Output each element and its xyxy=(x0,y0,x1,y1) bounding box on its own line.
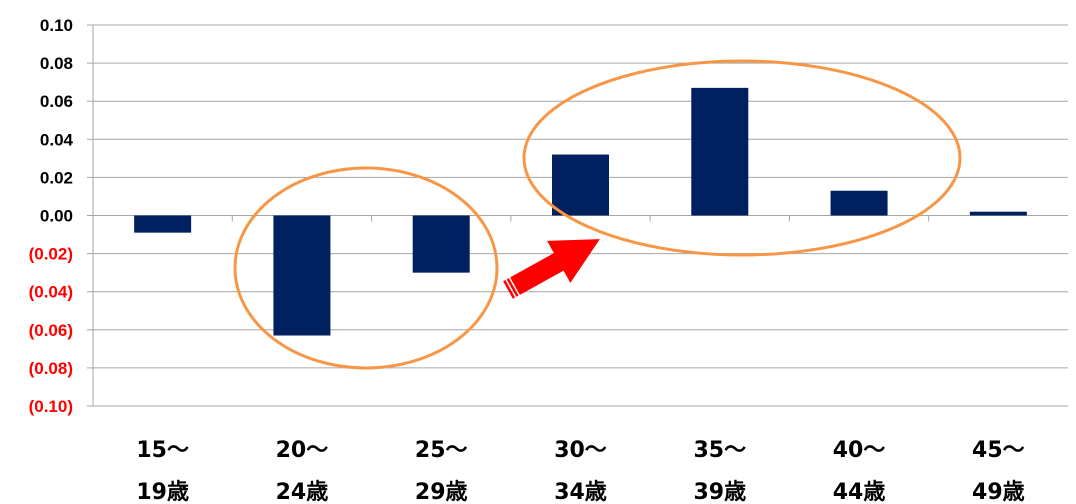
bar xyxy=(969,211,1027,216)
bar xyxy=(273,215,331,336)
x-axis-category-labels: 15～ 19歳 20～ 24歳 25～ 29歳 30～ 34歳 35～ 39歳 40～ 44歳 45～ 4… xyxy=(136,438,1024,504)
highlight-ellipse-right xyxy=(522,59,962,257)
x-category-label: 20～ 24歳 xyxy=(276,438,329,504)
x-category-label: 45～ 49歳 xyxy=(972,438,1025,504)
x-category-label: 30～ 34歳 xyxy=(554,438,607,504)
y-tick-label: 0.04 xyxy=(40,130,74,149)
y-tick-label: (0.02) xyxy=(29,245,73,264)
y-tick-label: (0.10) xyxy=(29,397,73,416)
y-tick-label: 0.06 xyxy=(40,92,73,111)
bars xyxy=(134,87,1027,336)
x-category-label: 35～ 39歳 xyxy=(693,438,746,504)
x-category-label: 25～ 29歳 xyxy=(415,438,468,504)
bar xyxy=(552,154,609,216)
bar xyxy=(691,87,749,216)
arrow-body xyxy=(510,239,600,295)
x-category-label: 15～ 19歳 xyxy=(136,438,189,504)
y-tick-label: (0.08) xyxy=(29,359,73,378)
x-category-label: 40～ 44歳 xyxy=(833,438,886,504)
bar xyxy=(134,215,192,233)
y-axis-tick-labels: 0.10 0.08 0.06 0.04 0.02 0.00 (0.02) (0.04) (0.0… xyxy=(29,16,74,416)
highlight-ellipse-left xyxy=(233,166,499,370)
y-tick-label: (0.04) xyxy=(29,283,73,302)
y-tick-label: (0.06) xyxy=(29,321,73,340)
y-tick-label: 0.00 xyxy=(40,207,73,226)
y-tick-label: 0.10 xyxy=(40,16,73,35)
y-tick-label: 0.02 xyxy=(40,168,73,187)
bar xyxy=(830,190,888,216)
bar xyxy=(412,215,470,273)
annotations xyxy=(233,59,962,370)
arrow-tail-stripe xyxy=(506,278,519,297)
y-tick-label: 0.08 xyxy=(40,54,73,73)
arrow-icon xyxy=(503,239,600,299)
arrow-tail-stripe xyxy=(503,280,516,299)
axes xyxy=(87,24,930,407)
